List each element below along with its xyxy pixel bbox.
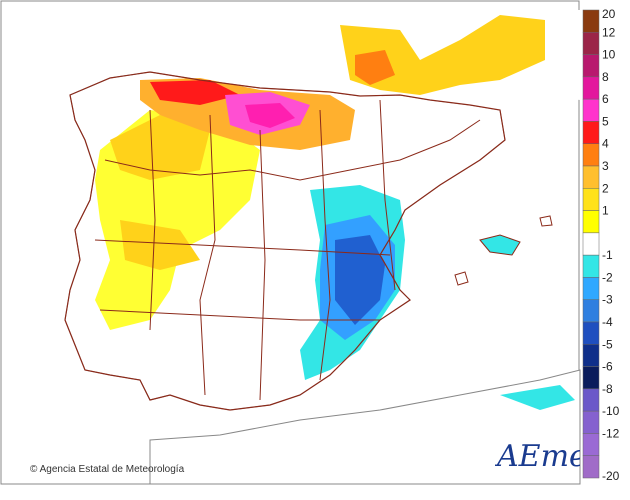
legend-swatch [582, 121, 600, 144]
anomaly-2-west [110, 115, 210, 180]
legend-swatch [582, 433, 600, 456]
legend-label: -8 [602, 382, 613, 396]
color-legend: 20 12 10 8 6 5 4 3 2 1 -1 -2 -3 -4 -5 -6 -8 -10 -12 -20 [582, 7, 620, 483]
legend-swatch [582, 188, 600, 211]
anomaly-2-center [120, 220, 200, 270]
legend-swatch [582, 76, 600, 100]
legend-swatch [582, 410, 600, 434]
legend-swatch [582, 321, 600, 345]
legend-label: 10 [602, 48, 616, 62]
legend-swatch [582, 277, 600, 300]
legend-swatch [582, 388, 600, 412]
legend-swatch [582, 98, 600, 122]
anomaly-minus3 [335, 235, 385, 325]
legend-label: -12 [602, 426, 620, 440]
admin-borders [94, 99, 481, 401]
legend-swatch [582, 32, 600, 55]
legend-label: 4 [602, 137, 609, 151]
legend-swatch [582, 299, 600, 323]
legend-label: -20 [602, 469, 620, 483]
coastline [64, 71, 506, 411]
legend-label: -10 [602, 404, 620, 418]
legend-label: -6 [602, 360, 613, 374]
legend-swatch [582, 54, 600, 78]
legend-swatch [582, 210, 600, 234]
menorca [539, 215, 553, 227]
legend-label: 6 [602, 92, 609, 106]
africa-land [149, 369, 581, 485]
mallorca [479, 234, 521, 256]
legend-swatch [582, 165, 600, 189]
legend-label: -3 [602, 293, 613, 307]
legend-label: 5 [602, 114, 609, 128]
legend-swatch [582, 455, 600, 479]
legend-label: -2 [602, 270, 613, 284]
credit-label: Agencia Estatal de Meteorología [39, 464, 185, 475]
legend-swatch [582, 143, 600, 167]
anomaly-3-france [355, 50, 395, 85]
aemet-logo: AEmet [495, 440, 580, 474]
legend-label: -4 [602, 315, 613, 329]
legend-swatch [582, 9, 600, 33]
legend-label: -1 [602, 248, 613, 262]
anomaly-8-north [245, 103, 295, 128]
ibiza [454, 271, 469, 286]
legend-label: 3 [602, 159, 609, 173]
legend-label: 2 [602, 181, 609, 195]
legend-label: 8 [602, 70, 609, 84]
copyright-icon: © [30, 464, 38, 475]
credit-text: © Agencia Estatal de Meteorología [30, 464, 184, 475]
legend-swatch [582, 254, 600, 278]
africa-cool-patch [500, 385, 575, 410]
legend-label: 20 [602, 7, 616, 21]
anomaly-4-north [150, 80, 240, 105]
legend-label: 1 [602, 204, 609, 218]
legend-swatch [582, 366, 600, 390]
legend-swatch [582, 344, 600, 367]
legend-label: 12 [602, 25, 616, 39]
legend-label: -5 [602, 337, 613, 351]
logo-wordmark: AEmet [495, 440, 580, 474]
legend-swatch [582, 232, 600, 256]
